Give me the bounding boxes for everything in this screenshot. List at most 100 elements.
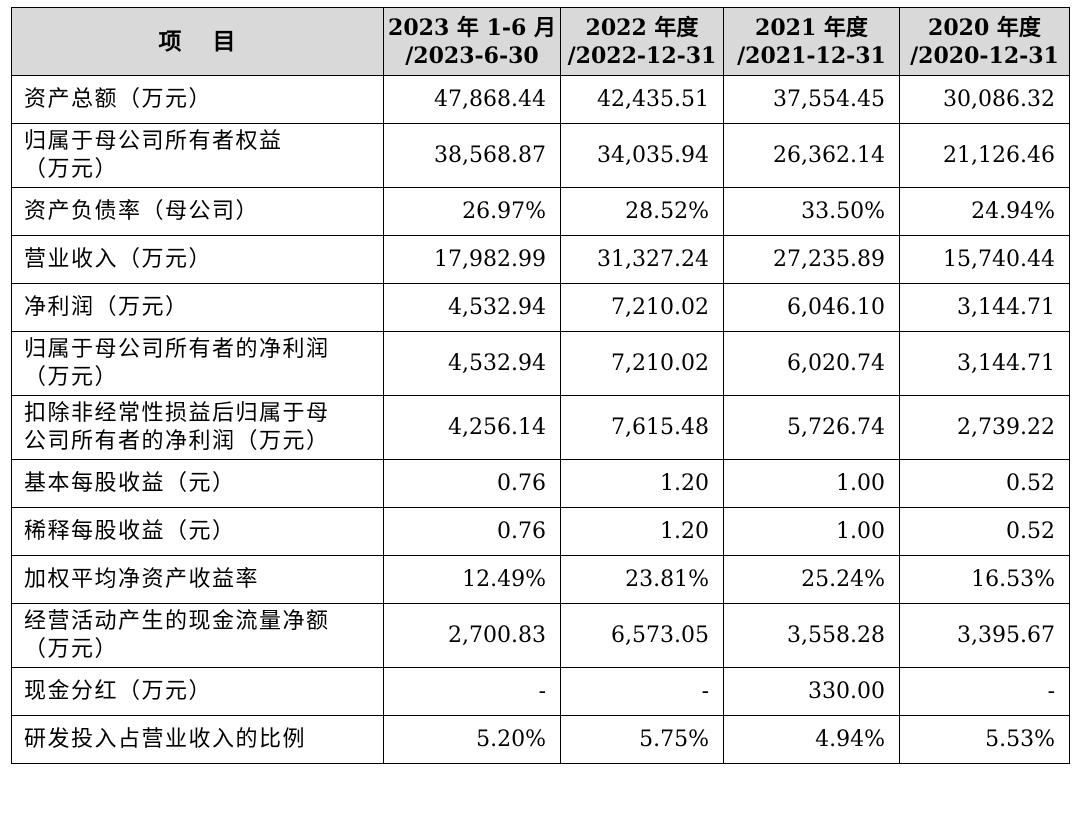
cell-value: 7,210.02 <box>560 331 724 396</box>
cell-value: 2,700.83 <box>383 603 561 668</box>
row-label-line2: （万元） <box>24 364 119 390</box>
cell-value: 37,554.45 <box>723 75 900 124</box>
cell-value: 4,532.94 <box>383 331 561 396</box>
cell-value: 6,573.05 <box>560 603 724 668</box>
cell-value: 1.20 <box>560 507 724 556</box>
cell-value: 3,144.71 <box>899 331 1070 396</box>
cell-value: 7,210.02 <box>560 283 724 332</box>
table-row-basic-eps: 基本每股收益（元） 0.76 1.20 1.00 0.52 <box>11 459 1070 508</box>
table-row-weighted-roe: 加权平均净资产收益率 12.49% 23.81% 25.24% 16.53% <box>11 555 1070 604</box>
row-label-line1: 研发投入占营业收入的比例 <box>24 726 307 752</box>
cell-value: 12.49% <box>383 555 561 604</box>
table-row-parent-equity: 归属于母公司所有者权益 （万元） 38,568.87 34,035.94 26,… <box>11 123 1070 188</box>
cell-value: - <box>899 667 1070 716</box>
header-period-line2: /2021-12-31 <box>737 42 886 69</box>
cell-value: 5.20% <box>383 715 561 764</box>
header-period-2020: 2020 年度 /2020-12-31 <box>899 7 1070 76</box>
cell-value: 21,126.46 <box>899 123 1070 188</box>
row-label: 资产总额（万元） <box>11 75 384 124</box>
row-label-line1: 加权平均净资产收益率 <box>24 566 260 592</box>
cell-value: 4,532.94 <box>383 283 561 332</box>
cell-value: 1.20 <box>560 459 724 508</box>
header-period-line1: 2021 年度 <box>755 14 868 41</box>
table-row-net-profit: 净利润（万元） 4,532.94 7,210.02 6,046.10 3,144… <box>11 283 1070 332</box>
table-row-revenue: 营业收入（万元） 17,982.99 31,327.24 27,235.89 1… <box>11 235 1070 284</box>
cell-value: 26.97% <box>383 187 561 236</box>
cell-value: 1.00 <box>723 507 900 556</box>
cell-value: 15,740.44 <box>899 235 1070 284</box>
row-label-line1: 归属于母公司所有者权益 <box>24 128 283 154</box>
row-label: 现金分红（万元） <box>11 667 384 716</box>
row-label: 稀释每股收益（元） <box>11 507 384 556</box>
cell-value: 4,256.14 <box>383 395 561 460</box>
row-label: 经营活动产生的现金流量净额 （万元） <box>11 603 384 668</box>
table-row-debt-ratio: 资产负债率（母公司） 26.97% 28.52% 33.50% 24.94% <box>11 187 1070 236</box>
table-row-parent-net-profit: 归属于母公司所有者的净利润 （万元） 4,532.94 7,210.02 6,0… <box>11 331 1070 396</box>
row-label-line2: 公司所有者的净利润（万元） <box>24 428 330 454</box>
cell-value: 3,144.71 <box>899 283 1070 332</box>
cell-value: 25.24% <box>723 555 900 604</box>
cell-value: 330.00 <box>723 667 900 716</box>
row-label: 净利润（万元） <box>11 283 384 332</box>
row-label-line1: 净利润（万元） <box>24 294 189 320</box>
cell-value: 16.53% <box>899 555 1070 604</box>
cell-value: 27,235.89 <box>723 235 900 284</box>
cell-value: 6,020.74 <box>723 331 900 396</box>
cell-value: 2,739.22 <box>899 395 1070 460</box>
cell-value: 5,726.74 <box>723 395 900 460</box>
cell-value: 38,568.87 <box>383 123 561 188</box>
cell-value: 30,086.32 <box>899 75 1070 124</box>
cell-value: 33.50% <box>723 187 900 236</box>
row-label: 加权平均净资产收益率 <box>11 555 384 604</box>
cell-value: 1.00 <box>723 459 900 508</box>
cell-value: 3,558.28 <box>723 603 900 668</box>
cell-value: 47,868.44 <box>383 75 561 124</box>
cell-value: 4.94% <box>723 715 900 764</box>
header-period-line2: /2022-12-31 <box>567 42 717 69</box>
cell-value: - <box>383 667 561 716</box>
table-row-adjusted-net-profit: 扣除非经常性损益后归属于母 公司所有者的净利润（万元） 4,256.14 7,6… <box>11 395 1070 460</box>
header-item: 项目 <box>11 7 384 76</box>
cell-value: - <box>560 667 724 716</box>
row-label-line1: 归属于母公司所有者的净利润 <box>24 336 330 362</box>
row-label-line1: 资产总额（万元） <box>24 86 213 112</box>
cell-value: 7,615.48 <box>560 395 724 460</box>
row-label: 归属于母公司所有者权益 （万元） <box>11 123 384 188</box>
row-label-line1: 营业收入（万元） <box>24 246 213 272</box>
header-period-line1: 2020 年度 <box>928 14 1041 41</box>
row-label-line2: （万元） <box>24 156 119 182</box>
cell-value: 42,435.51 <box>560 75 724 124</box>
row-label: 研发投入占营业收入的比例 <box>11 715 384 764</box>
table-header-row: 项目 2023 年 1-6 月 /2023-6-30 2022 年度 /2022… <box>11 7 1070 76</box>
cell-value: 3,395.67 <box>899 603 1070 668</box>
table-row-operating-cash-flow: 经营活动产生的现金流量净额 （万元） 2,700.83 6,573.05 3,5… <box>11 603 1070 668</box>
header-period-line1: 2023 年 1-6 月 <box>388 14 556 41</box>
cell-value: 0.52 <box>899 507 1070 556</box>
cell-value: 5.75% <box>560 715 724 764</box>
header-item-char-1: 项 <box>158 27 183 55</box>
row-label: 营业收入（万元） <box>11 235 384 284</box>
table-row-rd-ratio: 研发投入占营业收入的比例 5.20% 5.75% 4.94% 5.53% <box>11 715 1070 764</box>
cell-value: 6,046.10 <box>723 283 900 332</box>
cell-value: 26,362.14 <box>723 123 900 188</box>
row-label-line1: 现金分红（万元） <box>24 678 213 704</box>
header-period-2023h1: 2023 年 1-6 月 /2023-6-30 <box>383 7 561 76</box>
row-label: 归属于母公司所有者的净利润 （万元） <box>11 331 384 396</box>
cell-value: 24.94% <box>899 187 1070 236</box>
cell-value: 34,035.94 <box>560 123 724 188</box>
cell-value: 28.52% <box>560 187 724 236</box>
header-period-line2: /2020-12-31 <box>910 42 1059 69</box>
row-label: 资产负债率（母公司） <box>11 187 384 236</box>
table-row-diluted-eps: 稀释每股收益（元） 0.76 1.20 1.00 0.52 <box>11 507 1070 556</box>
cell-value: 0.52 <box>899 459 1070 508</box>
cell-value: 17,982.99 <box>383 235 561 284</box>
financial-summary-table: 项目 2023 年 1-6 月 /2023-6-30 2022 年度 /2022… <box>11 7 1070 764</box>
header-period-line2: /2023-6-30 <box>405 42 539 69</box>
cell-value: 5.53% <box>899 715 1070 764</box>
row-label-line1: 基本每股收益（元） <box>24 470 236 496</box>
row-label-line1: 稀释每股收益（元） <box>24 518 236 544</box>
row-label-line1: 经营活动产生的现金流量净额 <box>24 608 330 634</box>
row-label: 基本每股收益（元） <box>11 459 384 508</box>
cell-value: 0.76 <box>383 507 561 556</box>
header-period-line1: 2022 年度 <box>585 14 699 41</box>
